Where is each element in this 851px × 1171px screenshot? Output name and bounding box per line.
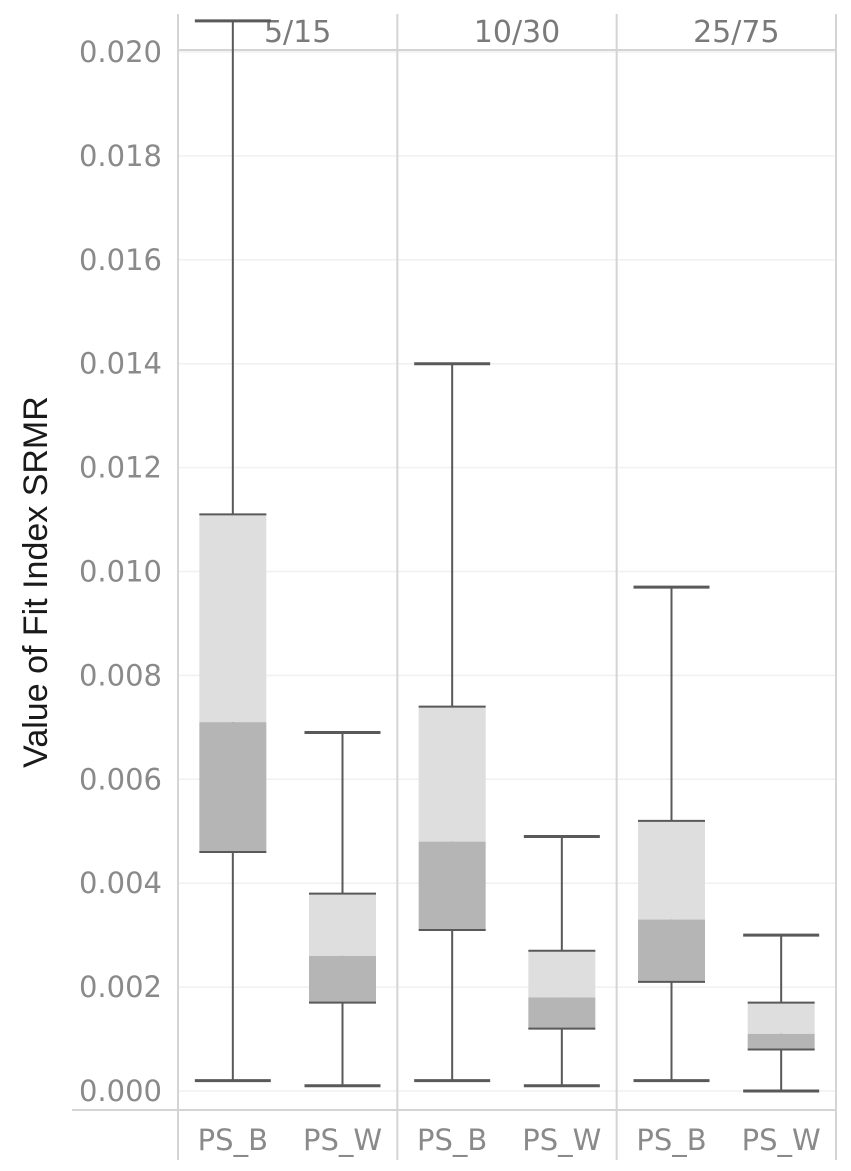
- y-tick-label: 0.004: [79, 866, 162, 900]
- y-axis-label: Value of Fit Index SRMR: [17, 396, 55, 768]
- facet-label: 10/30: [474, 15, 560, 50]
- x-category-label: PS_W: [742, 1123, 821, 1157]
- x-category-label: PS_W: [522, 1123, 601, 1157]
- box-lower: [638, 919, 705, 982]
- x-category-label: PS_B: [198, 1123, 268, 1157]
- x-category-label: PS_B: [636, 1123, 706, 1157]
- box-upper: [199, 514, 267, 723]
- box-lower: [747, 1033, 815, 1050]
- box-upper: [528, 950, 596, 998]
- y-tick-label: 0.012: [79, 451, 162, 485]
- y-tick-label: 0.018: [79, 139, 162, 173]
- box-lower: [309, 955, 376, 1003]
- x-category-label: PS_B: [417, 1123, 487, 1157]
- y-tick-label: 0.006: [79, 762, 162, 796]
- y-tick-label: 0.010: [79, 555, 162, 589]
- box-upper: [309, 893, 376, 956]
- box-lower: [528, 997, 596, 1029]
- facet-label: 5/15: [264, 15, 331, 50]
- y-tick-label: 0.020: [79, 35, 162, 69]
- y-tick-label: 0.002: [79, 970, 162, 1004]
- y-tick-label: 0.016: [79, 243, 162, 277]
- x-category-label: PS_W: [303, 1123, 382, 1157]
- y-tick-label: 0.008: [79, 658, 162, 692]
- y-tick-label: 0.000: [79, 1074, 162, 1108]
- box-upper: [747, 1002, 815, 1034]
- y-tick-label: 0.014: [79, 347, 162, 381]
- box-lower: [199, 722, 267, 853]
- facet-label: 25/75: [693, 15, 779, 50]
- box-upper: [638, 820, 705, 920]
- box-lower: [418, 841, 486, 930]
- box-upper: [418, 706, 486, 842]
